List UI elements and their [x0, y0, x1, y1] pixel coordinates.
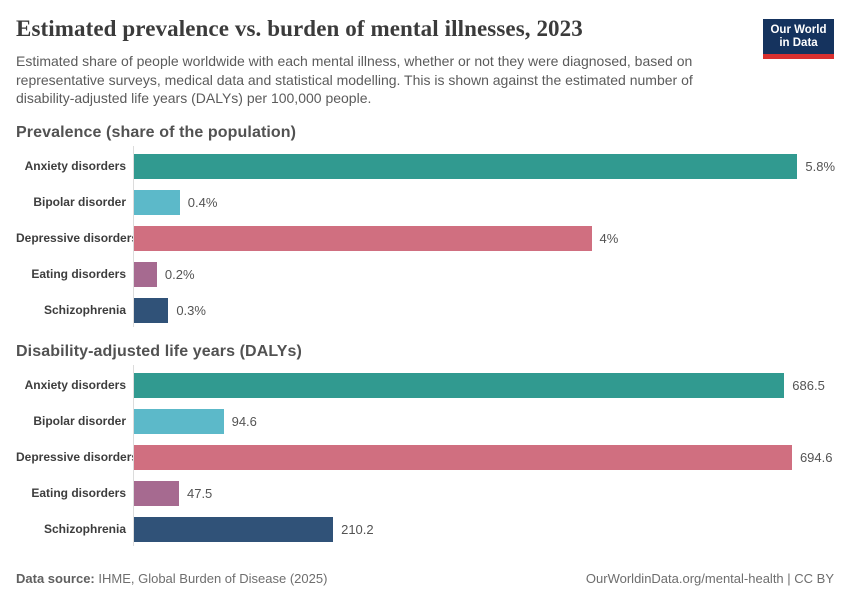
category-label: Schizophrenia: [43, 522, 126, 537]
dalys-chart-title: Disability-adjusted life years (DALYs): [16, 342, 302, 360]
owid-logo-line1: Our World: [770, 24, 827, 36]
bar-track: 4%: [133, 225, 834, 251]
bar-track: 94.6: [133, 408, 834, 434]
bar-row: Schizophrenia 0.3%: [16, 297, 834, 323]
category-label: Bipolar disorder: [33, 195, 126, 210]
value-label: 4%: [599, 230, 619, 246]
bar-track: 47.5: [133, 480, 834, 506]
bar-track: 0.3%: [133, 297, 834, 323]
bar: [134, 297, 169, 323]
prevalence-chart-section: Prevalence (share of the population) Anx…: [16, 123, 836, 327]
owid-logo: Our World in Data: [763, 19, 834, 59]
value-label: 210.2: [341, 521, 374, 537]
y-axis-line: [133, 364, 134, 546]
category-label: Eating disorders: [31, 486, 126, 501]
header-text: Estimated prevalence vs. burden of menta…: [16, 16, 738, 108]
bar-track: 686.5: [133, 372, 834, 398]
category-label: Anxiety disorders: [24, 159, 126, 174]
bar: [134, 408, 224, 434]
y-axis-line: [133, 145, 134, 327]
bar: [134, 189, 180, 215]
bar-row: Bipolar disorder 94.6: [16, 408, 834, 434]
bar-row: Eating disorders 47.5: [16, 480, 834, 506]
category-label: Schizophrenia: [43, 303, 126, 318]
data-source-note: Data source: IHME, Global Burden of Dise…: [16, 571, 327, 586]
category-label: Depressive disorders: [16, 231, 139, 246]
footer: Data source: IHME, Global Burden of Dise…: [16, 571, 834, 586]
bar-track: 0.2%: [133, 261, 834, 287]
category-label: Depressive disorders: [16, 450, 139, 465]
value-label: 694.6: [799, 449, 833, 465]
category-label: Bipolar disorder: [33, 414, 126, 429]
header: Estimated prevalence vs. burden of menta…: [16, 16, 834, 108]
bar-track: 0.4%: [133, 189, 834, 215]
attribution-note: OurWorldinData.org/mental-health | CC BY: [585, 571, 834, 586]
bar: [134, 480, 179, 506]
value-label: 0.3%: [176, 302, 206, 318]
bar-row: Depressive disorders 694.6: [16, 444, 834, 470]
bar: [134, 153, 798, 179]
bar: [134, 225, 592, 251]
value-label: 0.4%: [187, 194, 218, 210]
value-label: 47.5: [186, 485, 213, 501]
value-label: 94.6: [231, 413, 257, 429]
value-label: 0.2%: [164, 266, 195, 282]
data-source-text: IHME, Global Burden of Disease (2025): [94, 571, 328, 586]
bar-row: Anxiety disorders 686.5: [16, 372, 834, 398]
data-source-label: Data source:: [16, 571, 95, 586]
bar-row: Eating disorders 0.2%: [16, 261, 834, 287]
dalys-plot-area: Anxiety disorders 686.5 Bipolar disorder 94…: [16, 364, 834, 546]
bar-track: 210.2: [133, 516, 834, 542]
owid-logo-line2: in Data: [779, 37, 818, 49]
bar-row: Schizophrenia 210.2: [16, 516, 834, 542]
prevalence-chart-title: Prevalence (share of the population): [16, 123, 297, 141]
bar-row: Anxiety disorders 5.8%: [16, 153, 836, 179]
prevalence-plot-area: Anxiety disorders 5.8% Bipolar disorder 0.4…: [16, 145, 836, 327]
bar: [134, 372, 785, 398]
bar-row: Bipolar disorder 0.4%: [16, 189, 834, 215]
bar-track: 694.6: [133, 444, 834, 470]
page-title: Estimated prevalence vs. burden of menta…: [16, 16, 583, 41]
value-label: 5.8%: [805, 158, 836, 174]
bar-row: Depressive disorders 4%: [16, 225, 834, 251]
bar: [134, 516, 334, 542]
category-label: Anxiety disorders: [24, 378, 126, 393]
bar-track: 5.8%: [133, 153, 836, 179]
value-label: 686.5: [792, 377, 825, 393]
category-label: Eating disorders: [31, 267, 126, 282]
dalys-chart-section: Disability-adjusted life years (DALYs) A…: [16, 342, 834, 546]
bar: [134, 444, 792, 470]
bar: [134, 261, 157, 287]
chart-subtitle: Estimated share of people worldwide with…: [16, 53, 693, 107]
